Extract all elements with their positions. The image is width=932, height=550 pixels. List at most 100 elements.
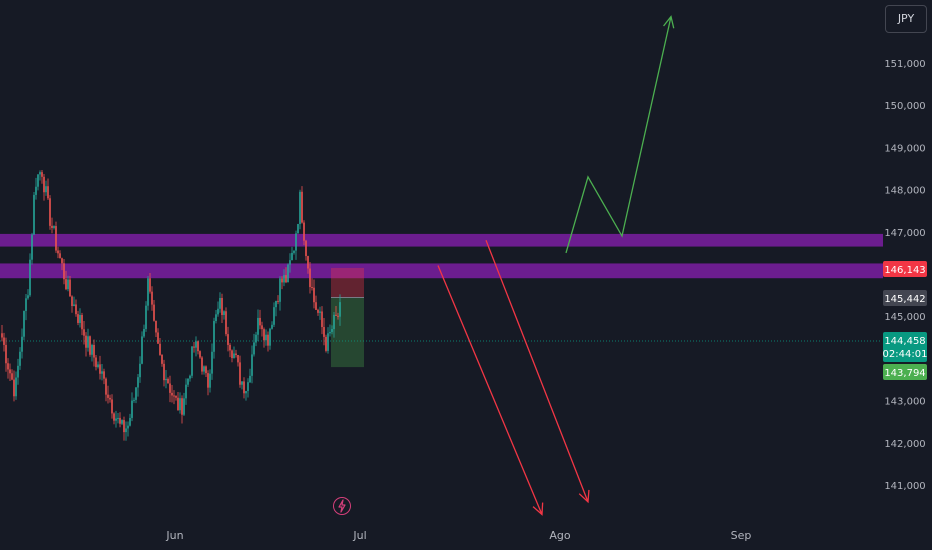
- candle-body: [241, 381, 243, 385]
- candle: [21, 328, 23, 359]
- candle-body: [69, 279, 71, 297]
- candle-body: [151, 291, 153, 305]
- candle: [331, 325, 333, 335]
- candle-body: [329, 331, 331, 334]
- lightning-icon[interactable]: [333, 497, 351, 515]
- candle: [77, 310, 79, 326]
- candle-body: [167, 378, 169, 384]
- candle-body: [33, 194, 35, 235]
- candle: [163, 359, 165, 387]
- price-axis-tick-label: 141,000: [884, 481, 925, 492]
- candle-body: [137, 377, 139, 388]
- candle-body: [189, 375, 191, 379]
- time-axis: Jun Jul Ago Sep: [165, 529, 751, 542]
- candle: [39, 170, 41, 181]
- candle-body: [123, 420, 125, 433]
- candle-body: [233, 353, 235, 359]
- candle-body: [103, 371, 105, 379]
- candle-body: [271, 324, 273, 329]
- candle: [251, 345, 253, 384]
- countdown-text: 02:44:01: [883, 349, 928, 360]
- candle-body: [207, 373, 209, 388]
- candle-body: [89, 336, 91, 355]
- candle-body: [153, 304, 155, 321]
- candle-body: [315, 302, 317, 310]
- candle-body: [131, 400, 133, 418]
- candle-body: [179, 398, 181, 411]
- sell-zone-tag-text: 146,143: [884, 265, 925, 276]
- price-axis-tick-label: 147,000: [884, 228, 925, 239]
- candle-body: [125, 428, 127, 433]
- candle: [31, 232, 33, 265]
- candle-body: [115, 418, 117, 421]
- candle: [171, 385, 173, 403]
- candle: [73, 296, 75, 307]
- candle: [205, 365, 207, 377]
- candle: [229, 343, 231, 358]
- candle: [117, 413, 119, 424]
- candle-body: [113, 413, 115, 421]
- candle: [45, 180, 47, 196]
- candle: [105, 377, 107, 402]
- lightning-glyph: [338, 499, 346, 513]
- candle-body: [177, 397, 179, 411]
- candle-body: [225, 311, 227, 335]
- candle: [281, 276, 283, 290]
- candle-body: [327, 333, 329, 351]
- candle: [103, 368, 105, 385]
- candle: [285, 267, 287, 284]
- candle-body: [61, 258, 63, 264]
- candle-body: [97, 364, 99, 368]
- candle-body: [133, 399, 135, 401]
- candle-body: [203, 366, 205, 372]
- candle-body: [333, 314, 335, 330]
- time-axis-tick-label: Sep: [731, 529, 752, 542]
- candle: [315, 295, 317, 311]
- candle-body: [249, 375, 251, 383]
- candle-body: [217, 308, 219, 315]
- candle-body: [213, 321, 215, 352]
- candle-body: [75, 304, 77, 315]
- candle-body: [293, 250, 295, 253]
- candle-body: [57, 250, 59, 254]
- candle-body: [107, 394, 109, 398]
- candle-body: [67, 279, 69, 290]
- time-axis-tick-label: Jun: [165, 529, 183, 542]
- candle: [183, 392, 185, 417]
- entry-tag-text: 145,442: [884, 294, 925, 305]
- candle-body: [29, 259, 31, 296]
- candle: [247, 378, 249, 398]
- candle: [15, 371, 17, 400]
- candle: [17, 358, 19, 385]
- candle: [33, 191, 35, 235]
- candle: [137, 373, 139, 397]
- candle-body: [323, 327, 325, 337]
- candle: [35, 177, 37, 200]
- candle: [267, 331, 269, 352]
- candle: [169, 375, 171, 403]
- candle: [61, 257, 63, 271]
- candle-body: [91, 344, 93, 355]
- candle: [307, 255, 309, 274]
- currency-selector-button[interactable]: JPY: [885, 5, 927, 33]
- candle-body: [325, 336, 327, 351]
- candle-body: [165, 378, 167, 381]
- candle-body: [9, 369, 11, 374]
- candle-body: [201, 357, 203, 372]
- candle-body: [245, 391, 247, 394]
- candle: [41, 169, 43, 184]
- candle-body: [93, 344, 95, 358]
- candle: [257, 309, 259, 342]
- candle-body: [73, 304, 75, 307]
- candle-body: [199, 351, 201, 358]
- candle-body: [109, 397, 111, 400]
- candle: [263, 327, 265, 348]
- candle: [323, 318, 325, 346]
- candle: [43, 173, 45, 201]
- candle: [101, 363, 103, 381]
- candle-body: [181, 398, 183, 415]
- candle-body: [319, 311, 321, 313]
- candle: [121, 419, 123, 426]
- last-price-tag-text: 144,458: [884, 336, 925, 347]
